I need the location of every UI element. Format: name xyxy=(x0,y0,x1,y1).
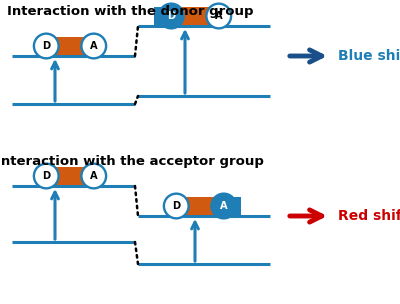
Text: A: A xyxy=(90,41,98,51)
Text: Interaction with the donor group: Interaction with the donor group xyxy=(7,5,253,18)
Circle shape xyxy=(211,194,236,218)
Text: A: A xyxy=(220,201,228,211)
Bar xyxy=(176,198,224,215)
Text: Blue shift: Blue shift xyxy=(338,49,400,63)
Bar xyxy=(46,37,94,54)
Text: D: D xyxy=(167,11,175,21)
Text: Red shift: Red shift xyxy=(338,209,400,223)
Circle shape xyxy=(34,34,59,58)
Bar xyxy=(154,8,171,25)
Bar xyxy=(224,198,241,215)
Circle shape xyxy=(159,4,184,28)
Text: D: D xyxy=(42,171,50,181)
Text: D: D xyxy=(172,201,180,211)
Bar xyxy=(171,8,219,25)
Circle shape xyxy=(164,194,189,218)
Circle shape xyxy=(206,4,231,28)
Text: Interaction with the acceptor group: Interaction with the acceptor group xyxy=(0,154,264,168)
Text: D: D xyxy=(42,41,50,51)
Circle shape xyxy=(82,34,106,58)
Circle shape xyxy=(82,164,106,188)
Text: A: A xyxy=(215,11,222,21)
Circle shape xyxy=(34,164,59,188)
Bar xyxy=(46,168,94,185)
Text: A: A xyxy=(90,171,98,181)
